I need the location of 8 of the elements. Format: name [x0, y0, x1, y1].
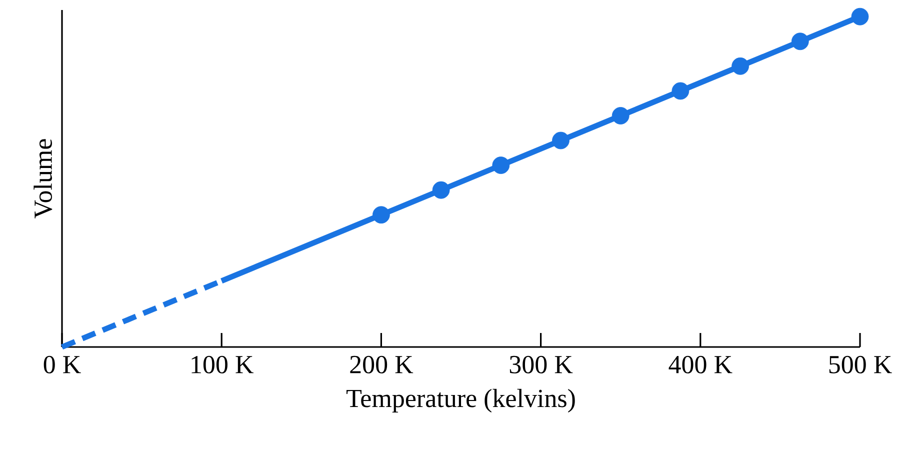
x-axis-title: Temperature (kelvins): [346, 388, 575, 413]
x-tick-label: 200 K: [350, 356, 414, 374]
x-tick-label: 500 K: [829, 356, 892, 374]
x-tick-label: 400 K: [668, 356, 732, 374]
x-tick-label: 300 K: [510, 356, 573, 374]
x-tick-label: 0 K: [44, 356, 81, 374]
x-tick-label: 100 K: [192, 356, 254, 374]
y-axis-title: Volume: [34, 139, 52, 218]
